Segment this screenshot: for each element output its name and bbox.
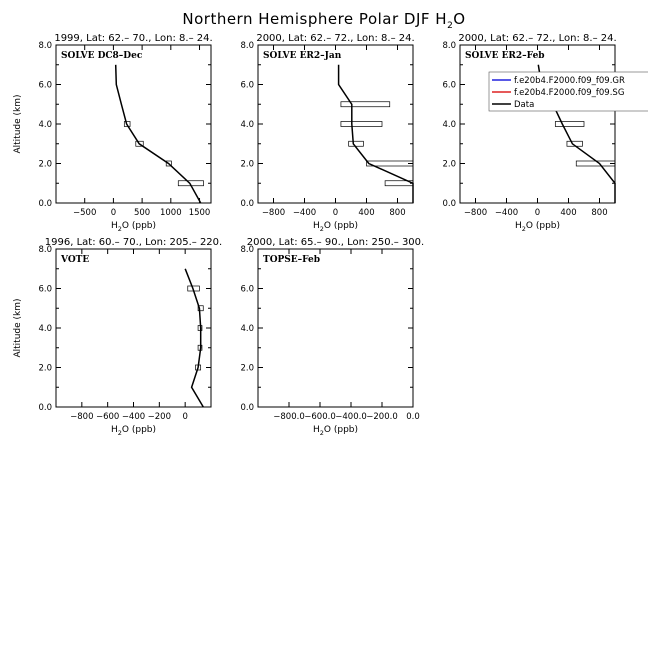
x-tick-label: 0 — [535, 208, 540, 218]
x-tick-label: 0.0 — [406, 412, 420, 422]
y-tick-label: 6.0 — [240, 81, 254, 91]
x-axis-label: H2O (ppb) — [111, 221, 156, 233]
y-tick-label: 2.0 — [38, 364, 52, 374]
x-tick-label: −400.0 — [335, 412, 366, 422]
y-tick-label: 4.0 — [38, 324, 52, 334]
legend-entry: f.e20b4.F2000.f09_f09.SG — [514, 88, 624, 98]
range-box — [575, 160, 616, 167]
panel-4: 1996, Lat: 60.– 70., Lon: 205.– 220. 0.0 2… — [13, 237, 222, 437]
panel-header: 2000, Lat: 62.– 72., Lon: 8.– 24. — [256, 33, 414, 44]
panel-label: SOLVE DC8–Dec — [61, 51, 143, 61]
y-tick-label: 0.0 — [38, 403, 52, 413]
x-tick-label: −200.0 — [366, 412, 397, 422]
x-tick-label: 0 — [111, 208, 116, 218]
y-tick-label: 2.0 — [240, 160, 254, 170]
plot-frame — [459, 44, 616, 204]
x-tick-label: −800 — [464, 208, 487, 218]
figure-title: Northern Hemisphere Polar DJF H2O — [182, 10, 465, 31]
legend-entry: f.e20b4.F2000.f09_f09.GR — [514, 76, 625, 86]
y-tick-label: 0.0 — [240, 199, 254, 209]
y-tick-label: 2.0 — [38, 160, 52, 170]
range-box — [366, 160, 414, 167]
y-tick-label: 4.0 — [240, 324, 254, 334]
y-tick-label: 6.0 — [38, 285, 52, 295]
x-tick-label: −400 — [495, 208, 518, 218]
x-tick-label: −400 — [293, 208, 316, 218]
panel-label: TOPSE–Feb — [263, 255, 320, 265]
panel-header: 2000, Lat: 65.– 90., Lon: 250.– 300. — [247, 237, 424, 248]
panel-label: SOLVE ER2–Jan — [263, 51, 342, 61]
x-tick-label: −200 — [148, 412, 171, 422]
x-tick-label: −600 — [96, 412, 119, 422]
x-tick-label: 1000 — [160, 208, 182, 218]
y-tick-label: 4.0 — [442, 120, 456, 130]
plot-frame — [257, 248, 414, 408]
y-tick-label: 0.0 — [442, 199, 456, 209]
range-box — [340, 101, 391, 108]
legend-entry: Data — [514, 100, 534, 110]
panel-header: 1999, Lat: 62.– 70., Lon: 8.– 24. — [54, 33, 212, 44]
x-tick-label: 400 — [358, 208, 374, 218]
y-axis-label: Altitude (km) — [13, 94, 23, 153]
range-box — [197, 305, 204, 312]
panel-header: 1996, Lat: 60.– 70., Lon: 205.– 220. — [45, 237, 222, 248]
range-box — [165, 160, 172, 167]
x-tick-label: 800 — [389, 208, 405, 218]
data-line — [184, 268, 204, 408]
plot-frame — [55, 44, 212, 204]
range-box — [348, 140, 364, 147]
y-tick-label: 8.0 — [442, 41, 456, 51]
x-axis-label: H2O (ppb) — [313, 425, 358, 437]
x-axis-label: H2O (ppb) — [313, 221, 358, 233]
x-axis-label: H2O (ppb) — [111, 425, 156, 437]
y-tick-label: 8.0 — [240, 41, 254, 51]
y-tick-label: 4.0 — [240, 120, 254, 130]
x-tick-label: −400 — [122, 412, 145, 422]
range-box — [340, 121, 383, 127]
y-tick-label: 0.0 — [38, 199, 52, 209]
legend-frame — [488, 71, 648, 112]
y-tick-label: 6.0 — [442, 81, 456, 91]
x-axis-label: H2O (ppb) — [515, 221, 560, 233]
y-tick-label: 0.0 — [240, 403, 254, 413]
range-box — [123, 121, 131, 127]
y-tick-label: 2.0 — [442, 160, 456, 170]
data-line — [114, 64, 202, 204]
panel-5: 2000, Lat: 65.– 90., Lon: 250.– 300. 0.0 2… — [240, 237, 424, 437]
plot-frame — [55, 248, 212, 408]
data-line — [337, 64, 414, 203]
panel-1: 1999, Lat: 62.– 70., Lon: 8.– 24. 0.0 2.0 4… — [13, 33, 213, 233]
y-tick-label: 2.0 — [240, 364, 254, 374]
panel-3: 2000, Lat: 62.– 72., Lon: 8.– 24. 0.0 2.0 4… — [442, 33, 648, 233]
x-tick-label: 1500 — [189, 208, 211, 218]
y-tick-label: 8.0 — [240, 245, 254, 255]
x-tick-label: 0 — [333, 208, 338, 218]
y-tick-label: 4.0 — [38, 120, 52, 130]
x-tick-label: 800 — [591, 208, 607, 218]
x-tick-label: −800 — [262, 208, 285, 218]
y-axis-label: Altitude (km) — [13, 298, 23, 357]
panel-label: VOTE — [60, 255, 89, 265]
legend: f.e20b4.F2000.f09_f09.GR f.e20b4.F2000.f0… — [488, 71, 648, 112]
x-tick-label: −600.0 — [304, 412, 335, 422]
range-box — [554, 121, 585, 127]
plot-frame — [257, 44, 414, 204]
x-tick-label: 500 — [134, 208, 150, 218]
range-box — [135, 140, 144, 147]
x-tick-label: 400 — [560, 208, 576, 218]
y-tick-label: 8.0 — [38, 41, 52, 51]
x-tick-label: −800.0 — [273, 412, 304, 422]
panel-label: SOLVE ER2–Feb — [465, 51, 545, 61]
panel-2: 2000, Lat: 62.– 72., Lon: 8.– 24. 0.0 2.0 4… — [240, 33, 414, 233]
y-tick-label: 6.0 — [38, 81, 52, 91]
x-tick-label: 0 — [182, 412, 187, 422]
panels: 1999, Lat: 62.– 70., Lon: 8.– 24. 0.0 2.0 4… — [13, 33, 648, 437]
x-tick-label: −500 — [73, 208, 96, 218]
x-tick-label: −800 — [70, 412, 93, 422]
panel-header: 2000, Lat: 62.– 72., Lon: 8.– 24. — [458, 33, 616, 44]
y-tick-label: 6.0 — [240, 285, 254, 295]
y-tick-label: 8.0 — [38, 245, 52, 255]
